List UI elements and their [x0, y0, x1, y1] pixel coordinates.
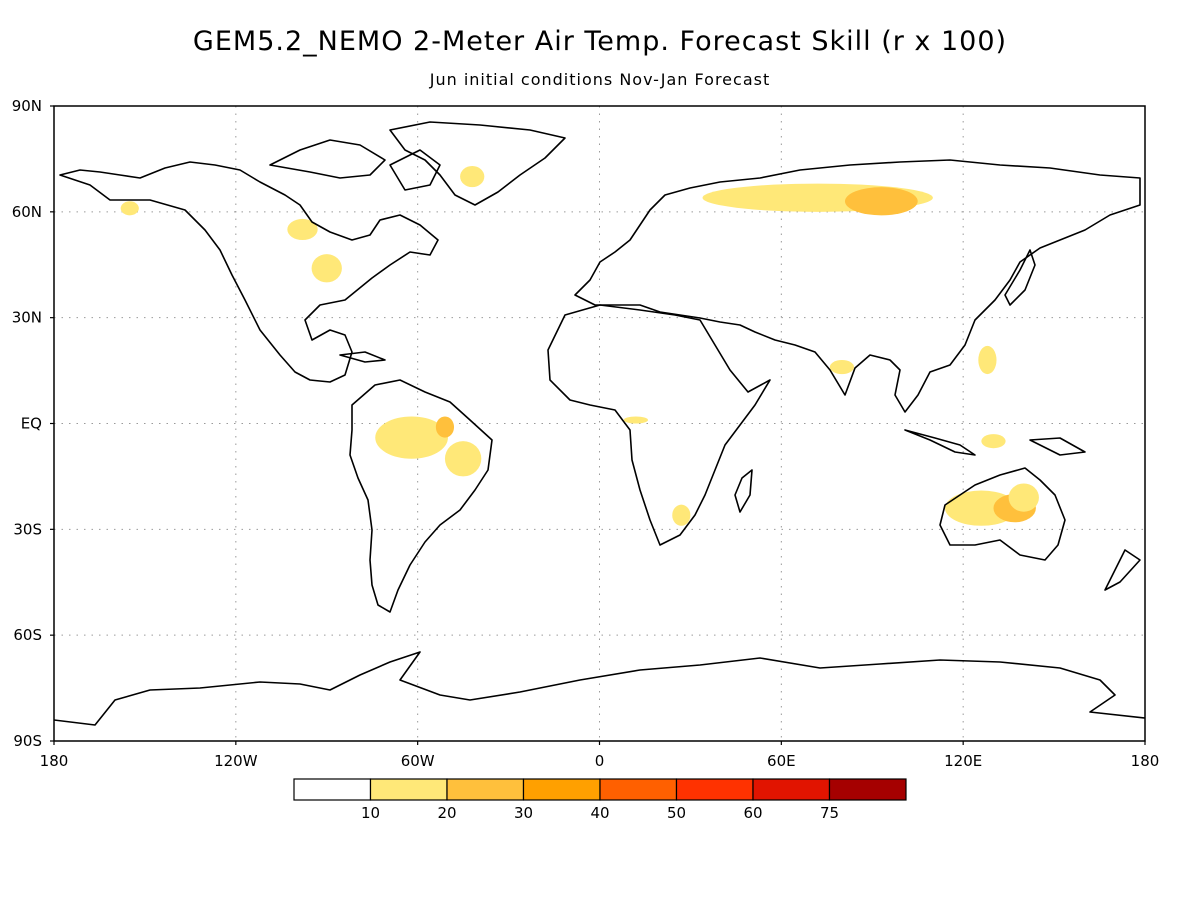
coast-arctic-islands — [269, 139, 386, 179]
coast-antarctica — [54, 651, 1145, 726]
colorbar-label: 30 — [514, 804, 533, 822]
skill-area — [120, 201, 139, 216]
colorbar-label: 20 — [437, 804, 456, 822]
coast-africa — [547, 304, 771, 546]
coast-australia — [939, 467, 1066, 561]
colorbar-swatch — [599, 778, 678, 801]
colorbar-label: 60 — [743, 804, 762, 822]
coast-south-america — [349, 379, 493, 613]
lat-tick-label: 60S — [13, 626, 42, 644]
colorbar-swatch — [369, 778, 448, 801]
lon-tick-label: 120W — [214, 752, 258, 770]
chart-subtitle: Jun initial conditions Nov-Jan Forecast — [429, 70, 771, 89]
colorbar-swatch — [675, 778, 754, 801]
coast-eurasia — [574, 159, 1141, 413]
skill-area — [375, 416, 448, 459]
coast-cuba — [339, 351, 386, 363]
lat-tick-label: EQ — [21, 415, 42, 433]
coastlines — [54, 121, 1145, 726]
skill-area — [981, 434, 1006, 449]
skill-area — [460, 165, 485, 188]
lat-tick-label: 90S — [13, 732, 42, 750]
skill-area — [978, 345, 997, 375]
skill-area — [435, 416, 455, 438]
lon-tick-label: 60E — [767, 752, 796, 770]
coast-baffin — [389, 149, 441, 191]
map-frame — [53, 105, 1146, 742]
coast-north-america — [59, 161, 439, 383]
latitude-labels: 90N 60N 30N EQ 30S 60S 90S — [12, 97, 42, 750]
gridlines — [54, 106, 1145, 741]
colorbar-swatch — [522, 778, 601, 801]
coast-indonesia — [904, 429, 976, 456]
lon-tick-label: 180 — [1131, 752, 1160, 770]
colorbar: 10 20 30 40 50 60 75 — [293, 778, 907, 822]
coast-new-zealand — [1104, 549, 1141, 591]
longitude-labels: 180 120W 60W 0 60E 120E 180 — [40, 752, 1160, 770]
colorbar-swatch — [293, 778, 372, 801]
coast-new-guinea — [1029, 437, 1086, 456]
colorbar-label: 40 — [590, 804, 609, 822]
colorbar-swatch — [828, 778, 907, 801]
skill-area — [623, 416, 648, 424]
lat-tick-label: 30S — [13, 520, 42, 538]
skill-area — [1008, 483, 1039, 512]
lon-tick-label: 120E — [944, 752, 982, 770]
colorbar-swatch — [446, 778, 525, 801]
colorbar-label: 50 — [667, 804, 686, 822]
coast-japan — [1004, 249, 1036, 306]
lon-tick-label: 60W — [401, 752, 435, 770]
lon-tick-label: 0 — [595, 752, 605, 770]
coast-madagascar — [734, 469, 753, 513]
axis-ticks — [50, 105, 1146, 745]
skill-area — [844, 187, 918, 216]
skill-area — [287, 218, 318, 241]
skill-shading — [120, 165, 1039, 526]
colorbar-swatch — [752, 778, 831, 801]
colorbar-label: 10 — [361, 804, 380, 822]
lat-tick-label: 90N — [12, 97, 42, 115]
colorbar-label: 75 — [820, 804, 839, 822]
lat-tick-label: 30N — [12, 309, 42, 327]
skill-area — [829, 360, 855, 375]
skill-area — [311, 254, 342, 283]
lon-tick-label: 180 — [40, 752, 69, 770]
skill-area — [672, 504, 691, 526]
chart-title: GEM5.2_NEMO 2-Meter Air Temp. Forecast S… — [192, 26, 1008, 57]
lat-tick-label: 60N — [12, 203, 42, 221]
coast-greenland — [389, 121, 566, 206]
skill-area — [444, 441, 482, 477]
